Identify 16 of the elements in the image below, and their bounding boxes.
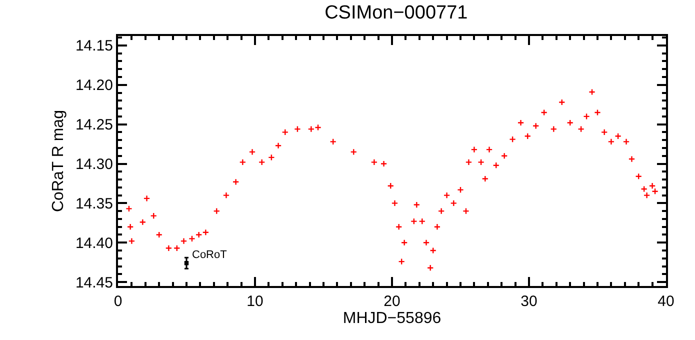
chart-title: CSIMon−000771 xyxy=(324,2,468,24)
x-tick-label: 40 xyxy=(658,293,674,310)
annotation: CoRoT xyxy=(192,249,228,261)
y-tick-label: 14.40 xyxy=(75,234,113,252)
x-tick-label: 0 xyxy=(114,293,122,310)
y-tick-label: 14.35 xyxy=(75,195,113,212)
x-tick-label: 30 xyxy=(520,293,538,310)
y-tick-label: 14.30 xyxy=(75,156,113,174)
y-tick-label: 14.45 xyxy=(75,274,113,292)
x-tick-label: 10 xyxy=(246,293,264,310)
x-axis-title: MHJD−55896 xyxy=(342,310,442,327)
y-tick-label: 14.20 xyxy=(75,77,113,94)
y-tick-label: 14.25 xyxy=(75,116,113,134)
y-tick-label: 14.15 xyxy=(75,38,113,55)
y-axis-title: CoRaT R mag xyxy=(50,110,67,212)
x-tick-label: 20 xyxy=(384,293,400,310)
